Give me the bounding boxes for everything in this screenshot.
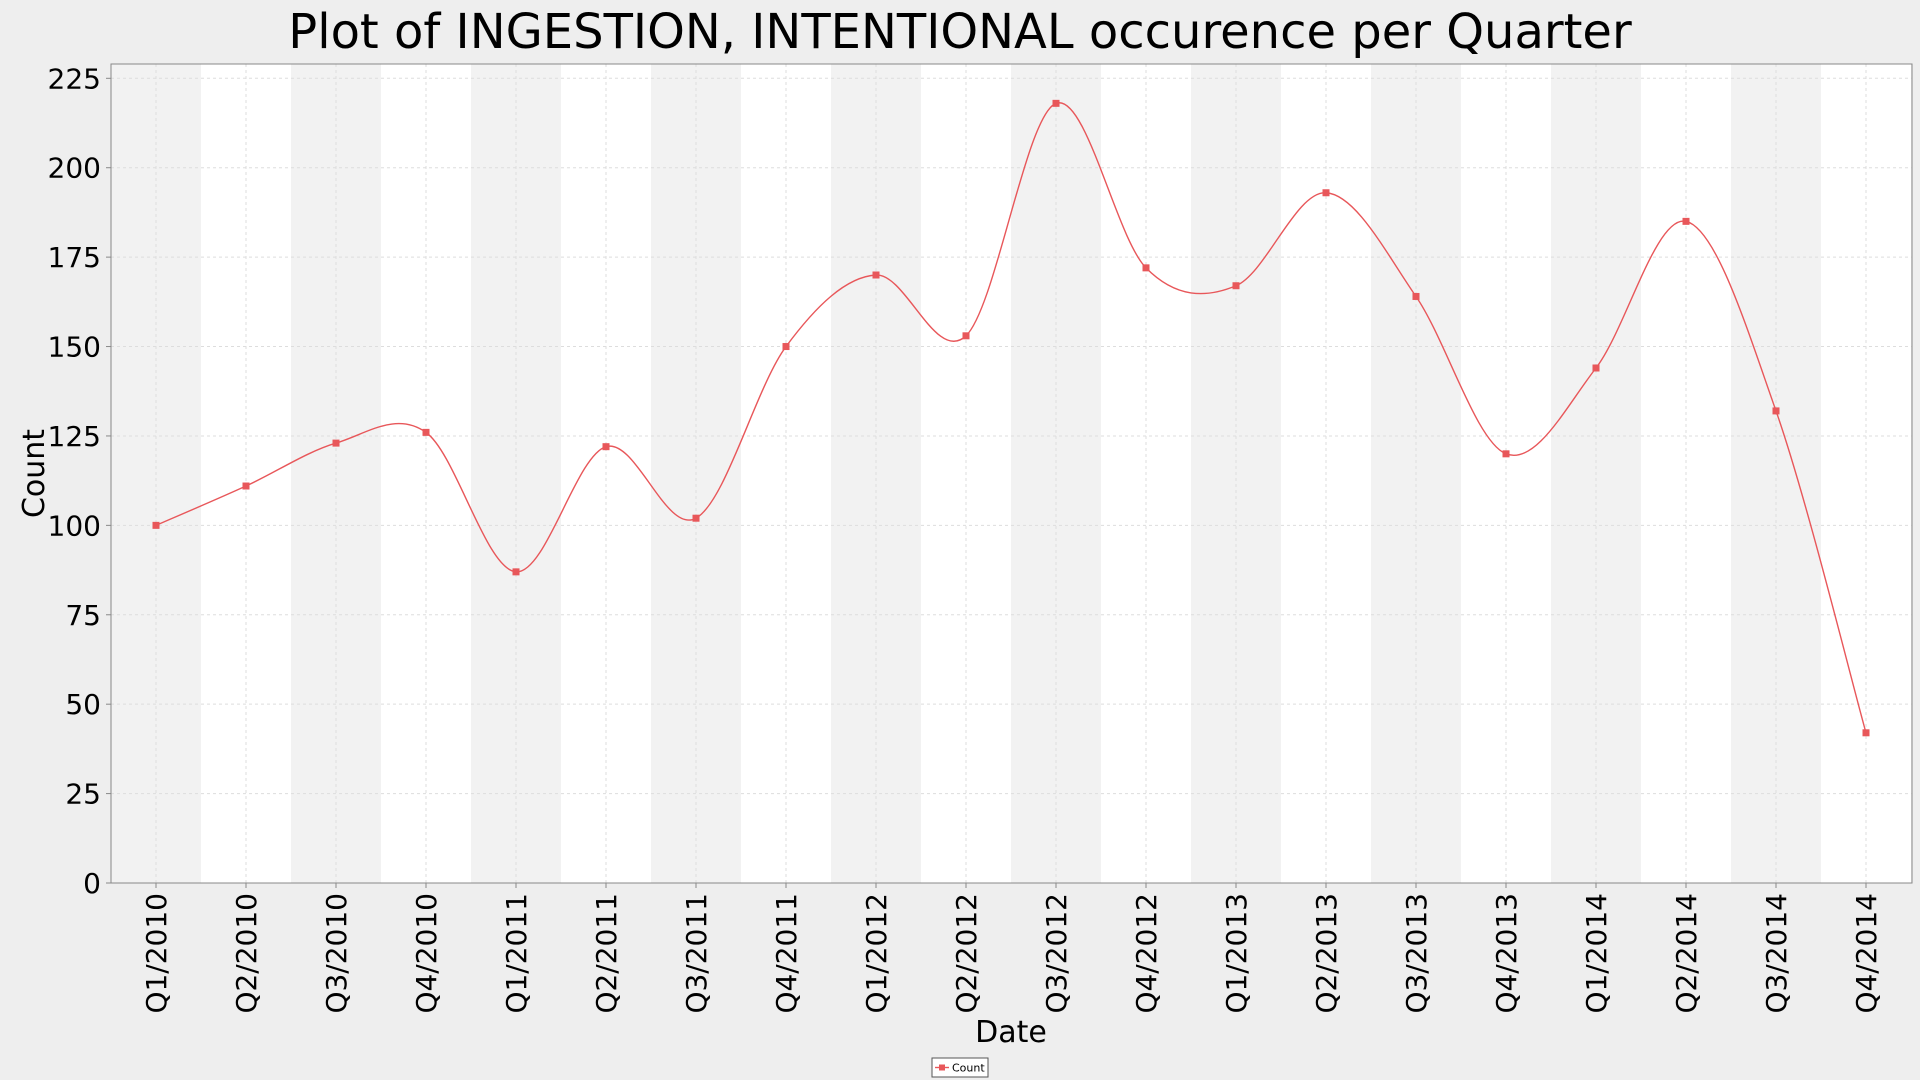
x-tick-label: Q4/2014 (1850, 893, 1883, 1014)
y-tick-label: 25 (65, 778, 101, 811)
x-tick-label: Q1/2014 (1580, 893, 1613, 1014)
legend-box (931, 1057, 989, 1078)
y-tick-label: 50 (65, 688, 101, 721)
chart-title: Plot of INGESTION, INTENTIONAL occurence… (288, 4, 1632, 60)
data-point (1322, 189, 1330, 197)
x-tick-label: Q2/2010 (230, 893, 263, 1014)
data-point (242, 482, 250, 490)
x-tick-label: Q3/2011 (680, 893, 713, 1014)
x-tick-label: Q4/2011 (770, 893, 803, 1014)
data-point (782, 343, 790, 351)
x-tick-label: Q4/2013 (1490, 893, 1523, 1014)
y-axis-label: Count (17, 429, 52, 518)
x-tick-label: Q1/2012 (860, 893, 893, 1014)
legend-label: Count (952, 1062, 985, 1075)
plot-bands (111, 64, 1911, 883)
data-point (152, 521, 160, 529)
x-axis-ticks: Q1/2010 Q2/2010 Q3/2010 Q4/2010 Q1/2011 Q2/20… (140, 883, 1883, 1014)
data-point (1052, 99, 1060, 107)
x-tick-label: Q3/2012 (1040, 893, 1073, 1014)
x-tick-label: Q2/2011 (590, 893, 623, 1014)
y-tick-label: 225 (48, 62, 101, 95)
legend: Count (931, 1057, 989, 1078)
x-tick-label: Q2/2012 (950, 893, 983, 1014)
data-point (1682, 217, 1690, 225)
x-tick-label: Q2/2014 (1670, 893, 1703, 1014)
data-point (1502, 450, 1510, 458)
y-axis-ticks: 0 25 50 75 100 125 150 175 200 225 (48, 62, 111, 900)
data-point (962, 332, 970, 340)
y-tick-label: 75 (65, 599, 101, 632)
data-point (1772, 407, 1780, 415)
data-point (422, 428, 430, 436)
y-tick-label: 200 (48, 152, 101, 185)
x-tick-label: Q1/2010 (140, 893, 173, 1014)
y-tick-label: 125 (48, 420, 101, 453)
y-tick-label: 150 (48, 331, 101, 364)
data-point (692, 514, 700, 522)
data-point (602, 443, 610, 451)
x-tick-label: Q3/2013 (1400, 893, 1433, 1014)
data-point (1412, 292, 1420, 300)
x-tick-label: Q1/2013 (1220, 893, 1253, 1014)
data-point (1592, 364, 1600, 372)
data-point (332, 439, 340, 447)
data-point (872, 271, 880, 279)
x-tick-label: Q1/2011 (500, 893, 533, 1014)
y-tick-label: 175 (48, 241, 101, 274)
x-tick-label: Q4/2012 (1130, 893, 1163, 1014)
data-point (1232, 282, 1240, 290)
data-point (1862, 729, 1870, 737)
data-point (1142, 264, 1150, 272)
series-line-count (155, 102, 1867, 733)
x-axis-label: Date (975, 1015, 1047, 1050)
x-tick-label: Q3/2014 (1760, 893, 1793, 1014)
y-tick-label: 0 (83, 867, 101, 900)
x-tick-label: Q4/2010 (410, 893, 443, 1014)
series-markers (152, 99, 1870, 737)
y-tick-label: 100 (48, 509, 101, 542)
x-tick-label: Q2/2013 (1310, 893, 1343, 1014)
legend-swatch-marker (939, 1064, 945, 1071)
data-point (512, 568, 520, 576)
x-tick-label: Q3/2010 (320, 893, 353, 1014)
plot-frame (110, 63, 1913, 884)
